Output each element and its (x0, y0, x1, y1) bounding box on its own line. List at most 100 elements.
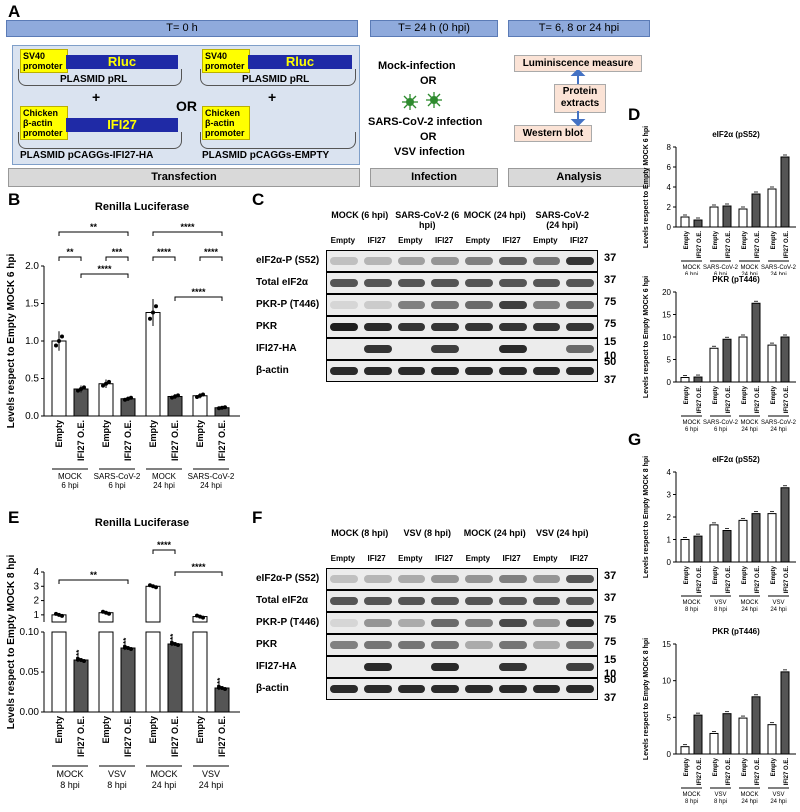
blot-lane-label: IFI27 (570, 236, 589, 245)
blot-lane-label: IFI27 (502, 554, 521, 563)
sv40-promoter-right: SV40 promoter (202, 49, 250, 73)
blot-band (532, 367, 561, 375)
blot-band (532, 597, 561, 605)
bar (751, 302, 761, 383)
blot-row-label: IFI27-HA (256, 343, 297, 354)
significance-label: *** (112, 247, 123, 257)
blot-band (330, 323, 358, 331)
y-tick-label: 0 (667, 558, 672, 567)
bar (780, 156, 790, 228)
blot-row-label: Total eIF2α (256, 595, 309, 606)
significance-bracket (199, 256, 223, 261)
blot-lane-label: Empty (398, 236, 423, 245)
significance-label: **** (204, 247, 219, 257)
blot-band (330, 257, 358, 265)
group-label: SARS-CoV-2 (761, 420, 797, 426)
virus-icon (402, 92, 442, 110)
category-label: Empty (195, 420, 205, 448)
blot-lane-label: Empty (330, 554, 356, 563)
blot-row-label: Total eIF2α (256, 277, 309, 288)
y-tick-label: 1 (667, 536, 672, 545)
y-tick-label: 1 (33, 610, 39, 621)
group-label: 6 hpi (685, 272, 698, 275)
blot-band (465, 619, 493, 627)
blot-band (532, 301, 561, 309)
sars-infection-text: SARS-CoV-2 infection (368, 116, 483, 128)
category-label: IFI27 O.E. (726, 231, 732, 259)
blot-band (330, 279, 358, 287)
blot-band (465, 279, 493, 287)
blot-band (363, 641, 392, 649)
significance-bracket (58, 231, 129, 236)
group-label: 24 hpi (741, 427, 757, 433)
y-axis-label: Levels respect to Empty MOCK 8 hpi (643, 456, 650, 578)
group-label: 24 hpi (770, 799, 786, 805)
category-label: Empty (771, 385, 777, 404)
y-tick-label: 2.0 (25, 261, 39, 272)
panel-label-b: B (8, 190, 21, 209)
chart-d1: eIF2α (pS52) Levels respect to Empty MOCK… (643, 126, 797, 275)
blot-band (566, 685, 594, 693)
blot-band (498, 279, 527, 287)
blot-band (498, 619, 527, 627)
y-tick-label: 20 (662, 288, 671, 297)
data-point (223, 405, 227, 410)
rluc-gene-left: Rluc (66, 55, 178, 69)
bar (751, 513, 761, 563)
y-tick-label: 4 (667, 468, 672, 477)
category-label: IFI27 O.E. (755, 758, 761, 786)
group-label: 24 hpi (770, 427, 786, 433)
bar (693, 714, 703, 755)
molecular-weight-marker: 75 (604, 296, 617, 308)
blot-band (330, 575, 358, 583)
ifi27-gene: IFI27 (66, 118, 178, 132)
category-label: IFI27 O.E. (217, 420, 227, 461)
bar (709, 206, 719, 228)
vsv-infection-text: VSV infection (394, 146, 465, 158)
blot-band (330, 641, 358, 649)
category-label: IFI27 O.E. (170, 716, 180, 757)
category-label: IFI27 O.E. (697, 566, 703, 594)
panel-label-c: C (252, 190, 265, 209)
group-label: 24 hpi (199, 780, 224, 790)
y-tick-label: 0.0 (25, 411, 39, 422)
data-point (217, 406, 221, 411)
blot-band (397, 301, 426, 309)
y-tick-label: 3 (33, 581, 39, 592)
chart-title: eIF2α (pS52) (712, 455, 760, 464)
blot-band (465, 685, 493, 693)
blot-band (330, 685, 358, 693)
molecular-weight-marker: 37 (604, 592, 617, 604)
significance-label: **** (191, 562, 206, 572)
bar (51, 340, 67, 417)
bar (167, 643, 183, 713)
blot-band (566, 301, 594, 309)
blot-group-label: VSV (8 hpi) (403, 528, 451, 538)
category-label: IFI27 O.E. (697, 231, 703, 259)
chart-title: PKR (pT446) (712, 627, 760, 636)
infection-footer: Infection (370, 168, 498, 187)
bar (709, 347, 719, 383)
blot-row-label: eIF2α-P (S52) (256, 573, 320, 584)
group-label: 6 hpi (61, 481, 79, 490)
bar (214, 687, 230, 713)
bar (167, 396, 183, 417)
data-point (170, 395, 174, 400)
blot-row-label: PKR-P (T446) (256, 299, 320, 310)
y-tick-label: 1.5 (25, 299, 39, 310)
category-label: IFI27 O.E. (76, 420, 86, 461)
category-label: Empty (771, 230, 777, 249)
blot-band (566, 575, 594, 583)
blot-lane-label: IFI27 (435, 236, 454, 245)
group-label: 8 hpi (714, 799, 727, 805)
blot-band (431, 597, 459, 605)
data-point (129, 395, 133, 400)
blot-band (363, 345, 392, 353)
timepoint-t0: T= 0 h (6, 20, 358, 37)
data-point (198, 393, 202, 398)
or-infection-2: OR (420, 131, 437, 143)
data-point (148, 316, 152, 321)
blot-group-label: SARS-CoV-2 (24 hpi) (535, 210, 589, 230)
blot-band (498, 257, 527, 265)
molecular-weight-marker: 75 (604, 614, 617, 626)
